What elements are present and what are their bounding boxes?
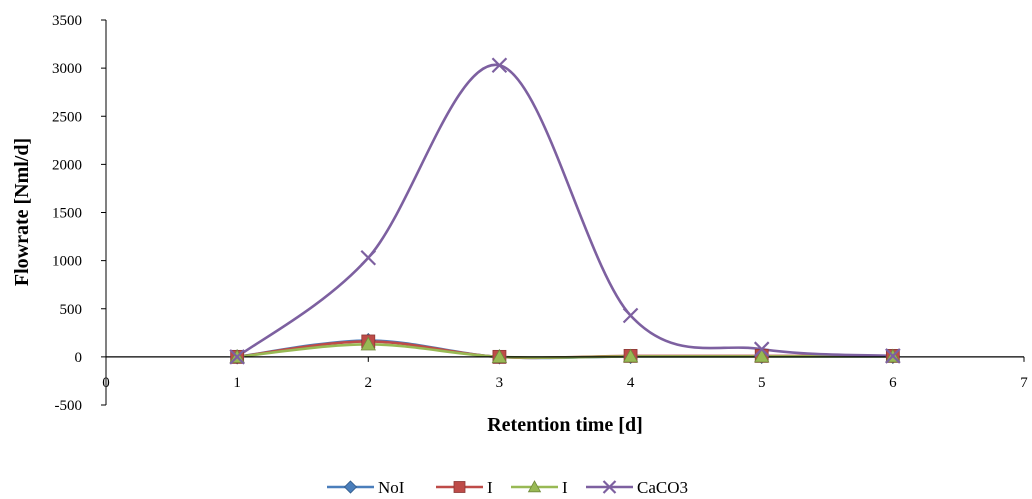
y-tick-label: 3500	[52, 13, 82, 29]
x-axis-title: Retention time [d]	[487, 414, 643, 436]
x-marker-stroke	[885, 348, 901, 364]
data-point-3-0	[229, 349, 245, 365]
data-point-3-1	[360, 249, 377, 266]
x-tick-label: 6	[889, 375, 897, 391]
legend-label: NoI	[378, 478, 405, 497]
y-tick-label: -500	[55, 398, 83, 414]
series-line-2	[235, 343, 895, 359]
y-tick-label: 2500	[52, 109, 82, 125]
data-point-2-4	[754, 348, 770, 363]
data-point-3-3	[622, 307, 639, 324]
y-tick-label: 3000	[52, 61, 82, 77]
tick-labels: -500 0 500 1000 1500 2000 2500 3000 3500 0 1 2 3 4 5 6 7	[52, 13, 1028, 414]
y-tick-label: 500	[60, 302, 83, 318]
series-line-3	[235, 63, 895, 359]
x-tick-label: 7	[1020, 375, 1028, 391]
x-marker-stroke	[622, 307, 639, 324]
x-tick-label: 4	[627, 375, 635, 391]
legend-label: I	[562, 478, 568, 497]
y-tick-label: 1500	[52, 206, 82, 222]
x-marker-stroke	[491, 57, 508, 74]
data-point-2-3	[622, 348, 639, 363]
x-marker-stroke	[360, 249, 377, 266]
legend-marker	[527, 480, 542, 493]
data-point-2-2	[491, 349, 508, 363]
x-tick-label: 1	[233, 375, 241, 391]
legend-label: CaCO3	[637, 478, 688, 497]
data-point-3-4	[753, 341, 770, 357]
series-markers	[229, 57, 901, 365]
legend-marker	[602, 480, 617, 494]
x-marker-stroke	[602, 480, 617, 494]
data-point-2-1	[360, 336, 376, 351]
x-marker-stroke	[229, 349, 245, 365]
legend-item-3: CaCO3	[586, 478, 688, 497]
y-tick-label: 2000	[52, 157, 82, 173]
axes	[101, 19, 1025, 406]
legend-marker	[343, 480, 358, 494]
legend-item-0: NoI	[327, 478, 405, 497]
x-tick-label: 2	[365, 375, 373, 391]
legend-label: I	[487, 478, 493, 497]
legend: NoI I I CaCO3	[327, 478, 688, 497]
series-lines	[235, 63, 895, 360]
y-axis-title: Flowrate [Nml/d]	[11, 138, 33, 286]
x-tick-label: 3	[496, 375, 504, 391]
y-tick-label: 1000	[52, 254, 82, 270]
data-point-3-5	[885, 348, 901, 364]
data-point-3-2	[491, 57, 508, 74]
x-tick-label: 0	[102, 375, 110, 391]
y-tick-label: 0	[75, 350, 83, 366]
x-marker-stroke	[753, 341, 770, 357]
x-tick-label: 5	[758, 375, 766, 391]
legend-item-2: I	[511, 478, 568, 497]
legend-item-1: I	[436, 478, 493, 497]
legend-marker	[453, 481, 466, 493]
